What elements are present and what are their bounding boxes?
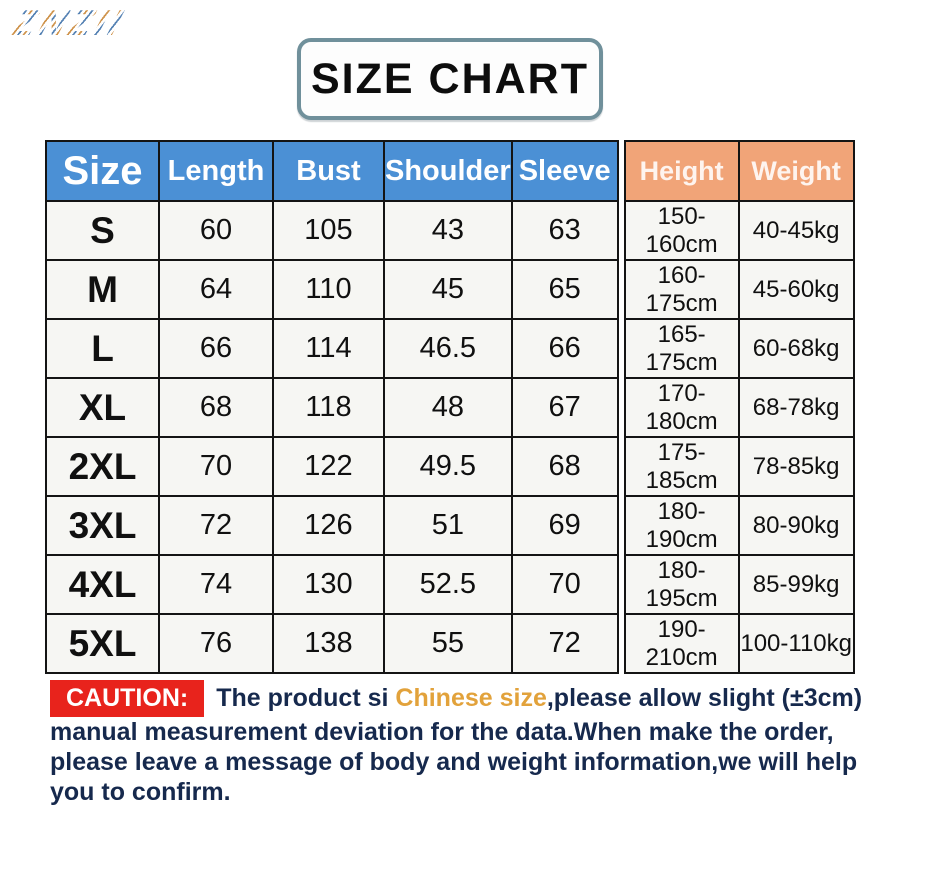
- height-value: 150-160cm: [623, 200, 740, 261]
- weight-value: 40-45kg: [737, 200, 855, 261]
- table-row-3xl: 3XL 72 126 51 69: [45, 495, 619, 556]
- measure-row-3xl: 180-190cm 80-90kg: [623, 495, 855, 556]
- column-header-shoulder: Shoulder: [383, 140, 513, 202]
- length-value: 66: [158, 318, 274, 379]
- column-header-bust: Bust: [272, 140, 385, 202]
- size-value: L: [45, 318, 160, 379]
- weight-value: 78-85kg: [737, 436, 855, 497]
- size-value: XL: [45, 377, 160, 438]
- measure-row-2xl: 175-185cm 78-85kg: [623, 436, 855, 497]
- size-value: M: [45, 259, 160, 320]
- size-value: 3XL: [45, 495, 160, 556]
- sleeve-value: 65: [510, 259, 619, 320]
- caution-text-after: ,please allow slight (±3cm) manual measu…: [50, 684, 863, 806]
- table-row-5xl: 5XL 76 138 55 72: [45, 613, 619, 674]
- size-chart: Size Length Bust Shoulder Sleeve S 60 105 4…: [45, 140, 855, 674]
- column-header-weight: Weight: [737, 140, 855, 202]
- measure-row-m: 160-175cm 45-60kg: [623, 259, 855, 320]
- size-value: S: [45, 200, 160, 261]
- sleeve-value: 70: [510, 554, 619, 615]
- shoulder-value: 51: [383, 495, 513, 556]
- weight-value: 60-68kg: [737, 318, 855, 379]
- sleeve-value: 67: [510, 377, 619, 438]
- sleeve-value: 69: [510, 495, 619, 556]
- column-header-length: Length: [158, 140, 274, 202]
- shoulder-value: 46.5: [383, 318, 513, 379]
- size-value: 2XL: [45, 436, 160, 497]
- measure-row-l: 165-175cm 60-68kg: [623, 318, 855, 379]
- table-row-l: L 66 114 46.5 66: [45, 318, 619, 379]
- shoulder-value: 48: [383, 377, 513, 438]
- height-value: 160-175cm: [623, 259, 740, 320]
- height-value: 175-185cm: [623, 436, 740, 497]
- table-row-2xl: 2XL 70 122 49.5 68: [45, 436, 619, 497]
- table-row-s: S 60 105 43 63: [45, 200, 619, 261]
- column-header-sleeve: Sleeve: [510, 140, 619, 202]
- shoulder-value: 55: [383, 613, 513, 674]
- shoulder-value: 43: [383, 200, 513, 261]
- measure-row-5xl: 190-210cm 100-110kg: [623, 613, 855, 674]
- sleeve-value: 68: [510, 436, 619, 497]
- height-value: 180-190cm: [623, 495, 740, 556]
- length-value: 64: [158, 259, 274, 320]
- bust-value: 122: [272, 436, 385, 497]
- length-value: 72: [158, 495, 274, 556]
- column-header-height: Height: [623, 140, 740, 202]
- sleeve-value: 72: [510, 613, 619, 674]
- page-title: SIZE CHART: [311, 54, 589, 103]
- header-row: Height Weight: [623, 140, 855, 202]
- height-value: 190-210cm: [623, 613, 740, 674]
- height-weight-table: Height Weight 150-160cm 40-45kg 160-175cm 4…: [623, 140, 855, 674]
- bust-value: 126: [272, 495, 385, 556]
- bust-value: 138: [272, 613, 385, 674]
- caution-highlight: Chinese size: [395, 684, 547, 712]
- header-row: Size Length Bust Shoulder Sleeve: [45, 140, 619, 202]
- bust-value: 130: [272, 554, 385, 615]
- measure-row-xl: 170-180cm 68-78kg: [623, 377, 855, 438]
- size-value: 5XL: [45, 613, 160, 674]
- length-value: 74: [158, 554, 274, 615]
- sleeve-value: 63: [510, 200, 619, 261]
- column-header-size: Size: [45, 140, 160, 202]
- size-measurements-table: Size Length Bust Shoulder Sleeve S 60 105 4…: [45, 140, 619, 674]
- height-value: 180-195cm: [623, 554, 740, 615]
- shoulder-value: 52.5: [383, 554, 513, 615]
- weight-value: 85-99kg: [737, 554, 855, 615]
- brand-watermark: ZNZII: [7, 2, 131, 43]
- length-value: 60: [158, 200, 274, 261]
- weight-value: 80-90kg: [737, 495, 855, 556]
- bust-value: 114: [272, 318, 385, 379]
- length-value: 76: [158, 613, 274, 674]
- weight-value: 100-110kg: [737, 613, 855, 674]
- height-value: 170-180cm: [623, 377, 740, 438]
- caution-text-before: The product si: [216, 684, 396, 712]
- size-chart-title-box: SIZE CHART: [297, 38, 603, 120]
- caution-note: CAUTION: The product si Chinese size,plea…: [50, 680, 884, 807]
- bust-value: 110: [272, 259, 385, 320]
- shoulder-value: 45: [383, 259, 513, 320]
- length-value: 70: [158, 436, 274, 497]
- weight-value: 45-60kg: [737, 259, 855, 320]
- length-value: 68: [158, 377, 274, 438]
- caution-badge: CAUTION:: [50, 680, 205, 717]
- measure-row-s: 150-160cm 40-45kg: [623, 200, 855, 261]
- size-value: 4XL: [45, 554, 160, 615]
- shoulder-value: 49.5: [383, 436, 513, 497]
- bust-value: 105: [272, 200, 385, 261]
- height-value: 165-175cm: [623, 318, 740, 379]
- sleeve-value: 66: [510, 318, 619, 379]
- weight-value: 68-78kg: [737, 377, 855, 438]
- table-row-m: M 64 110 45 65: [45, 259, 619, 320]
- table-row-xl: XL 68 118 48 67: [45, 377, 619, 438]
- bust-value: 118: [272, 377, 385, 438]
- measure-row-4xl: 180-195cm 85-99kg: [623, 554, 855, 615]
- table-row-4xl: 4XL 74 130 52.5 70: [45, 554, 619, 615]
